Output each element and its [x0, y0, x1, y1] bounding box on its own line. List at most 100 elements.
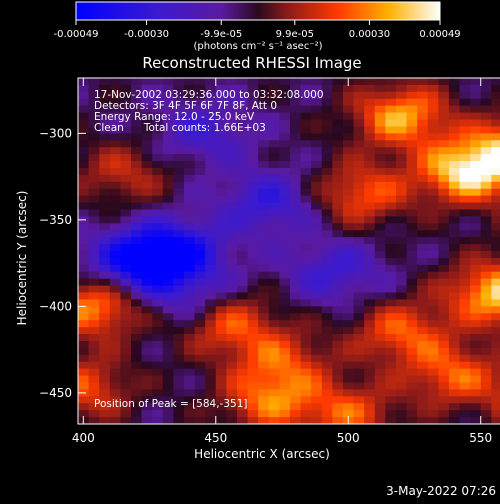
heatmap-cell — [162, 167, 174, 176]
heatmap-cell — [226, 257, 238, 266]
heatmap-cell — [332, 410, 344, 418]
heatmap-cell — [120, 340, 132, 349]
heatmap-cell — [226, 84, 238, 93]
heatmap-cell — [480, 313, 492, 321]
heatmap-cell — [374, 410, 386, 418]
heatmap-cell — [205, 389, 217, 397]
heatmap-cell — [183, 257, 196, 266]
heatmap-cell — [109, 126, 121, 134]
heatmap-cell — [332, 417, 344, 424]
heatmap-cell — [342, 278, 355, 287]
heatmap-cell — [120, 181, 132, 190]
heatmap-cell — [289, 251, 302, 259]
heatmap-cell — [268, 417, 280, 424]
heatmap-cell — [279, 389, 291, 397]
heatmap-cell — [99, 340, 111, 349]
heatmap-cell — [364, 167, 376, 176]
heatmap-cell — [226, 195, 238, 204]
heatmap-cell — [152, 133, 164, 141]
heatmap-cell — [448, 167, 461, 176]
heatmap-cell — [353, 202, 365, 211]
heatmap-cell — [78, 223, 90, 231]
heatmap-cell — [321, 195, 333, 204]
heatmap-cell — [194, 105, 206, 114]
heatmap-cell — [385, 396, 397, 404]
heatmap-cell — [364, 334, 376, 342]
heatmap-cell — [300, 223, 312, 231]
heatmap-cell — [173, 340, 185, 349]
heatmap-cell — [78, 292, 90, 301]
heatmap-cell — [99, 417, 111, 424]
heatmap-cell — [300, 417, 312, 424]
heatmap-cell — [109, 237, 121, 245]
heatmap-cell — [152, 147, 164, 155]
heatmap-cell — [279, 244, 291, 252]
heatmap-cell — [205, 78, 217, 86]
heatmap-cell — [268, 119, 280, 128]
heatmap-cell — [279, 354, 291, 363]
heatmap-cell — [311, 216, 323, 224]
heatmap-cell — [215, 382, 227, 390]
heatmap-cell — [99, 306, 111, 314]
heatmap-cell — [205, 119, 217, 128]
heatmap-cell — [205, 340, 217, 349]
heatmap-cell — [353, 244, 365, 252]
heatmap-cell — [236, 78, 249, 86]
heatmap-cell — [247, 216, 259, 224]
heatmap-cell — [448, 112, 461, 121]
heatmap-cell — [183, 340, 196, 349]
heatmap-cell — [215, 313, 227, 321]
heatmap-cell — [395, 271, 408, 280]
heatmap-cell — [417, 403, 429, 411]
heatmap-cell — [417, 195, 429, 204]
heatmap-cell — [120, 209, 132, 217]
heatmap-cell — [364, 410, 376, 418]
heatmap-cell — [300, 84, 312, 93]
heatmap-cell — [353, 299, 365, 307]
heatmap-cell — [353, 375, 365, 384]
heatmap-cell — [109, 285, 121, 294]
heatmap-cell — [268, 271, 280, 280]
heatmap-cell — [406, 223, 418, 231]
heatmap-cell — [385, 292, 397, 301]
heatmap-cell — [247, 105, 259, 114]
heatmap-cell — [311, 403, 323, 411]
heatmap-cell — [258, 347, 270, 356]
heatmap-cell — [258, 285, 270, 294]
heatmap-cell — [427, 251, 439, 259]
heatmap-cell — [480, 174, 492, 183]
heatmap-cell — [417, 91, 429, 100]
heatmap-cell — [289, 105, 302, 114]
heatmap-cell — [268, 327, 280, 335]
heatmap-cell — [374, 334, 386, 342]
heatmap-cell — [353, 306, 365, 314]
heatmap-cell — [258, 237, 270, 245]
heatmap-cell — [162, 105, 174, 114]
heatmap-cell — [470, 147, 482, 155]
heatmap-cell — [268, 285, 280, 294]
heatmap-cell — [406, 195, 418, 204]
heatmap-cell — [194, 375, 206, 384]
heatmap-cell — [173, 285, 185, 294]
heatmap-cell — [427, 230, 439, 238]
heatmap-cell — [470, 202, 482, 211]
heatmap-cell — [364, 140, 376, 148]
heatmap-cell — [406, 174, 418, 183]
heatmap-cell — [205, 264, 217, 273]
heatmap-cell — [417, 237, 429, 245]
heatmap-cell — [417, 299, 429, 307]
heatmap-cell — [491, 257, 500, 266]
heatmap-cell — [459, 313, 471, 321]
heatmap-cell — [173, 188, 185, 197]
heatmap-cell — [406, 313, 418, 321]
heatmap-cell — [364, 368, 376, 377]
heatmap-cell — [183, 299, 196, 307]
heatmap-cell — [385, 334, 397, 342]
heatmap-cell — [279, 154, 291, 162]
heatmap-cell — [109, 257, 121, 266]
heatmap-cell — [78, 237, 90, 245]
heatmap-cell — [109, 306, 121, 314]
heatmap-cell — [321, 340, 333, 349]
heatmap-cell — [385, 209, 397, 217]
heatmap-cell — [120, 327, 132, 335]
